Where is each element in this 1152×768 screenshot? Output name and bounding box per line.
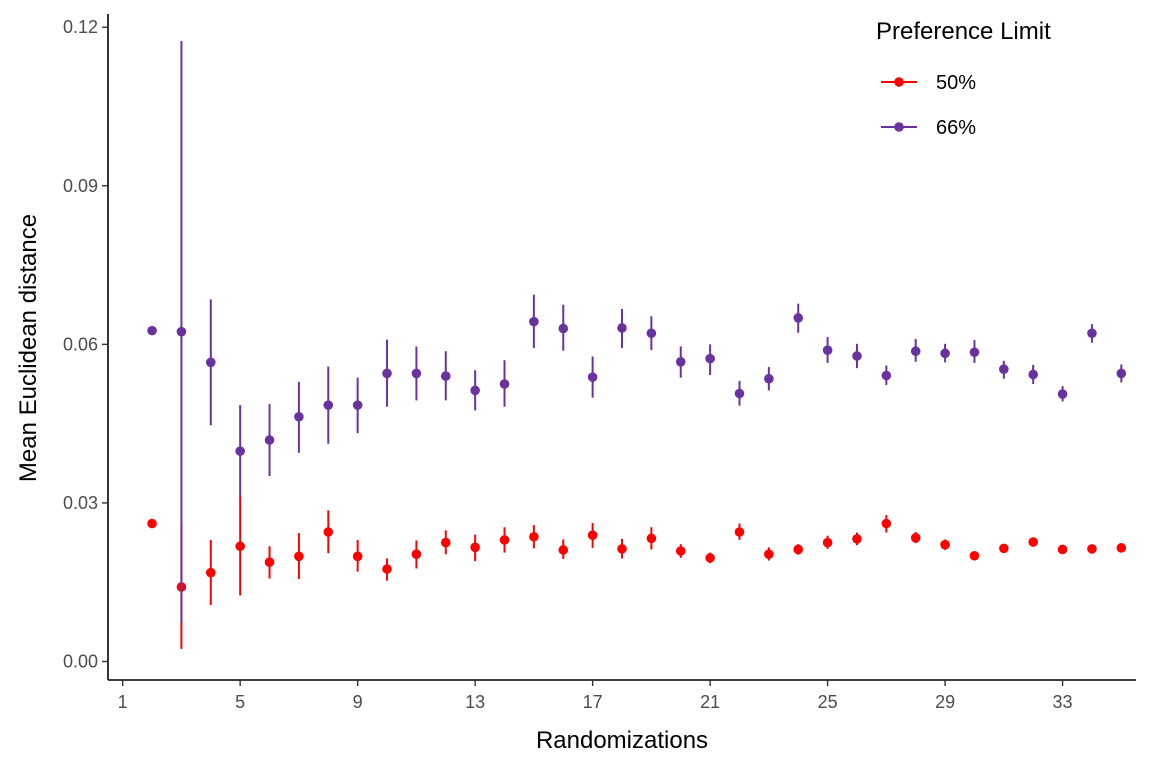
data-point <box>764 373 774 384</box>
data-point <box>1087 328 1097 339</box>
data-point <box>235 446 245 456</box>
data-point <box>764 549 774 559</box>
data-point <box>910 346 921 357</box>
x-tick-label: 13 <box>465 692 485 712</box>
data-point <box>734 527 745 537</box>
data-point <box>499 535 510 545</box>
data-point <box>382 368 392 379</box>
data-point <box>822 537 833 548</box>
data-point <box>264 435 275 445</box>
data-point <box>881 518 892 529</box>
data-point <box>1057 544 1068 555</box>
data-point <box>235 541 245 552</box>
data-point <box>206 357 216 368</box>
data-point <box>617 544 627 554</box>
data-point <box>1028 369 1038 380</box>
data-point <box>646 533 657 544</box>
data-point <box>969 347 980 358</box>
x-tick-label: 25 <box>818 692 838 712</box>
data-point <box>382 564 392 574</box>
data-point <box>587 372 598 382</box>
data-point <box>1028 537 1038 547</box>
data-point <box>675 357 686 367</box>
data-point <box>352 400 363 410</box>
x-tick-label: 21 <box>700 692 720 712</box>
data-point <box>352 551 363 562</box>
data-point <box>499 379 510 389</box>
data-point <box>558 323 569 334</box>
data-point <box>793 544 804 555</box>
legend-title: Preference Limit <box>876 18 1051 45</box>
legend-key-point <box>894 122 904 132</box>
data-point <box>587 530 598 540</box>
data-point <box>294 411 304 422</box>
y-tick-label: 0.12 <box>63 17 98 37</box>
x-axis-title: Randomizations <box>536 727 708 754</box>
y-tick-label: 0.09 <box>63 176 98 196</box>
y-tick-label: 0.03 <box>63 493 98 513</box>
data-point <box>323 527 334 537</box>
data-point <box>1116 543 1127 553</box>
axes: 0.00 0.03 0.06 0.09 0.12 1 5 9 13 17 21 25 29 33 <box>63 14 1136 712</box>
data-point <box>323 400 334 410</box>
data-point <box>705 353 715 364</box>
data-point <box>852 534 862 544</box>
x-tick-label: 5 <box>235 692 245 712</box>
plot-area <box>147 40 1127 649</box>
data-point <box>264 557 275 567</box>
data-point <box>294 551 304 562</box>
data-point <box>675 546 686 556</box>
data-point <box>529 531 539 542</box>
data-point <box>440 371 451 381</box>
x-tick-label: 33 <box>1053 692 1073 712</box>
series-66pct <box>147 40 1127 623</box>
x-tick-label: 9 <box>353 692 363 712</box>
data-point <box>411 368 422 379</box>
y-tick-label: 0.00 <box>63 652 98 672</box>
data-point <box>558 545 569 555</box>
data-point <box>793 313 804 323</box>
x-tick-label: 1 <box>118 692 128 712</box>
y-axis-title: Mean Euclidean distance <box>15 214 42 482</box>
data-point <box>822 345 833 355</box>
data-point <box>940 348 950 359</box>
data-point <box>999 543 1009 554</box>
data-point <box>705 553 715 563</box>
series-50pct <box>147 496 1127 649</box>
y-tick-label: 0.06 <box>63 334 98 354</box>
data-point <box>147 325 157 336</box>
data-point <box>176 326 187 337</box>
data-point <box>470 542 480 553</box>
data-point <box>206 567 216 578</box>
data-point <box>440 537 451 548</box>
legend: Preference Limit 50% 66% <box>876 18 1051 139</box>
data-point <box>617 323 627 333</box>
data-point <box>1116 368 1127 379</box>
data-point <box>734 388 745 399</box>
data-point <box>1087 544 1097 554</box>
legend-label: 66% <box>936 117 976 139</box>
data-point <box>1057 389 1068 399</box>
x-tick-label: 29 <box>935 692 955 712</box>
data-point <box>910 533 921 543</box>
legend-label: 50% <box>936 72 976 94</box>
x-tick-label: 17 <box>583 692 603 712</box>
data-point <box>646 328 657 339</box>
data-point <box>969 550 980 561</box>
data-point <box>529 316 539 327</box>
legend-key-point <box>894 77 904 87</box>
data-point <box>852 351 862 361</box>
data-point <box>881 370 892 381</box>
data-point <box>999 364 1009 375</box>
data-point <box>411 549 422 559</box>
data-point <box>470 385 480 396</box>
data-point <box>940 539 950 550</box>
data-point <box>147 518 157 529</box>
